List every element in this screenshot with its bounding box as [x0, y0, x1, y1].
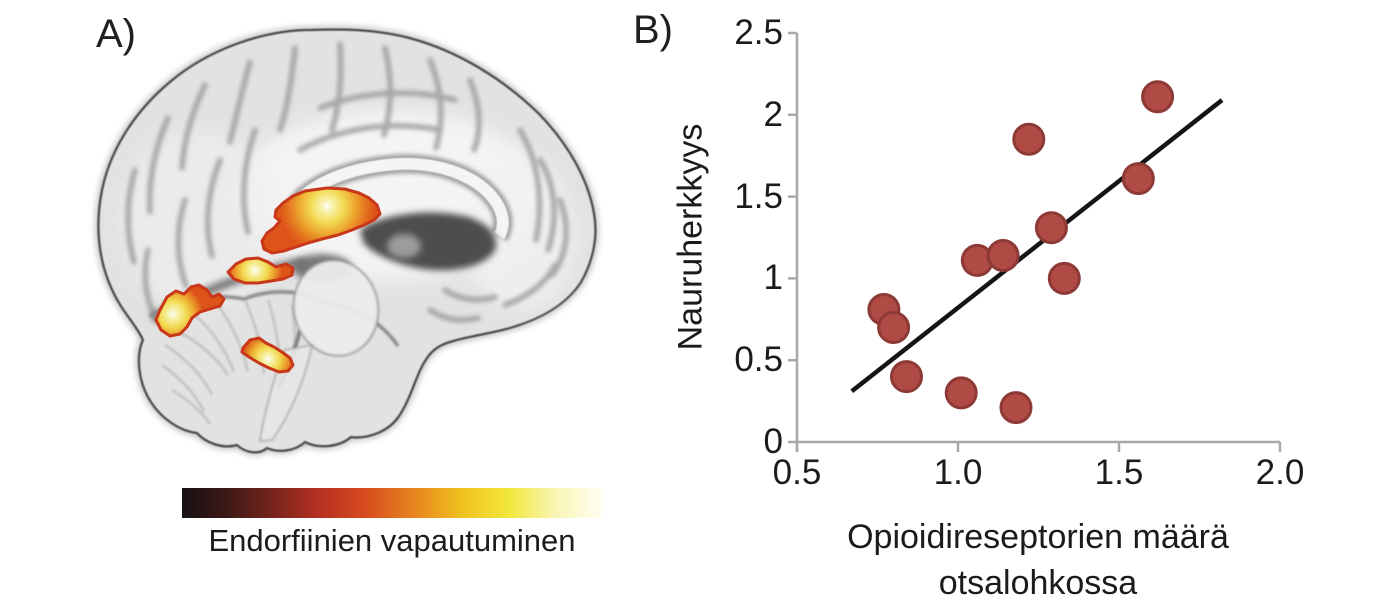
panel-b-label: B)	[633, 8, 673, 52]
activation-clusters	[154, 186, 382, 374]
cerebellum	[149, 290, 400, 425]
brain-outline	[96, 27, 598, 455]
activation-cluster-brainstem	[240, 336, 295, 374]
colorbar-label: Endorfiinien vapautuminen	[208, 523, 576, 558]
data-point	[877, 311, 911, 344]
y-tick-label: 1.5	[734, 176, 783, 216]
pons-brainstem	[259, 259, 380, 442]
y-tick-label: 2	[763, 94, 783, 134]
data-point	[890, 360, 923, 394]
data-point	[1141, 80, 1175, 114]
x-tick-label: 2.0	[1255, 453, 1305, 492]
x-tick-label: 0.5	[772, 453, 822, 492]
y-tick-label: 1	[763, 258, 783, 298]
data-point	[1047, 261, 1081, 295]
data-point	[999, 391, 1033, 425]
colorbar-gradient	[182, 488, 602, 518]
panel-a-label: A)	[96, 12, 136, 56]
activation-cluster-occipital	[154, 283, 226, 338]
activation-cluster-midbrain	[226, 256, 295, 285]
white-matter	[120, 110, 575, 310]
y-axis-title: Nauruherkkyys	[671, 123, 710, 351]
data-point	[867, 293, 901, 326]
data-point	[1034, 211, 1068, 245]
x-axis-title-line2: otsalohkossa	[938, 564, 1138, 600]
trend-line	[850, 98, 1224, 394]
y-tick-label: 0	[763, 422, 783, 461]
x-tick-label: 1.0	[933, 453, 983, 492]
y-tick-label: 2.5	[734, 13, 783, 52]
data-point	[1012, 122, 1046, 156]
data-point	[960, 243, 994, 277]
x-axis-title-line1: Opioidireseptorien määrä	[847, 518, 1229, 556]
data-point	[1121, 162, 1155, 196]
data-point	[944, 376, 978, 410]
cortical-sulci	[125, 41, 569, 325]
corpus-callosum	[283, 154, 513, 242]
activation-cluster-cingulate	[260, 186, 382, 255]
data-point	[986, 239, 1020, 272]
thalamus-ventricle	[150, 212, 497, 322]
x-tick-label: 1.5	[1094, 453, 1144, 492]
y-tick-label: 0.5	[734, 340, 783, 380]
